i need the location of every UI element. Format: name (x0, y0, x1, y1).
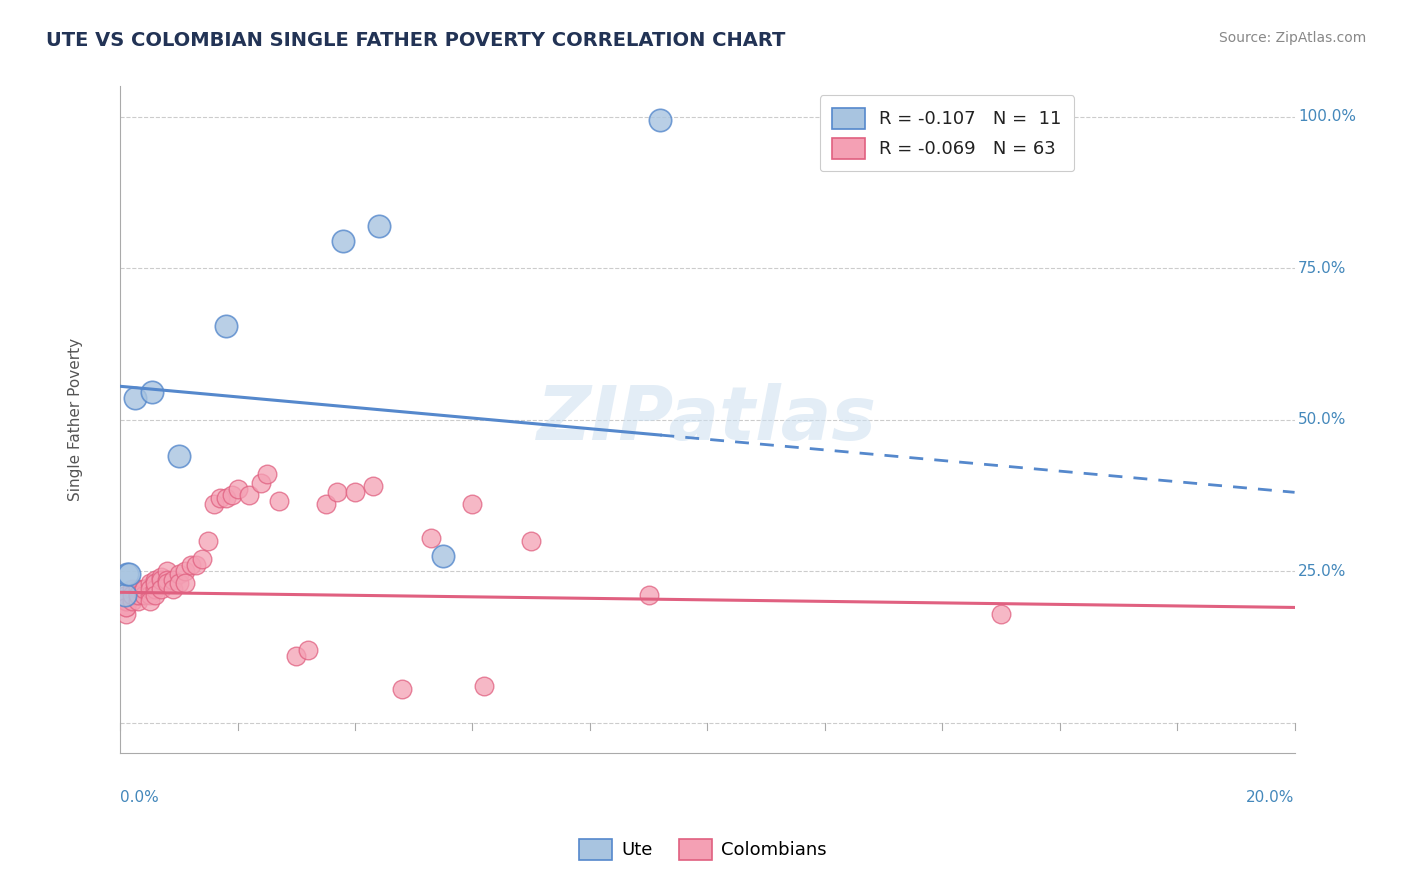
Text: 0.0%: 0.0% (120, 789, 159, 805)
Point (127, 582, 149, 597)
Text: ZIPatlas: ZIPatlas (537, 383, 877, 456)
Point (344, 485, 367, 500)
Point (197, 533, 219, 548)
Text: 25.0%: 25.0% (1298, 564, 1347, 579)
Legend: R = -0.107   N =  11, R = -0.069   N = 63: R = -0.107 N = 11, R = -0.069 N = 63 (820, 95, 1074, 171)
Point (361, 479, 384, 493)
Point (315, 498, 337, 512)
Point (215, 318, 238, 333)
Point (115, 594, 138, 608)
Point (127, 594, 149, 608)
Point (186, 558, 208, 572)
Point (124, 392, 146, 406)
Point (180, 558, 202, 572)
Point (650, 112, 672, 127)
Point (114, 588, 136, 602)
Text: Single Father Poverty: Single Father Poverty (67, 338, 83, 501)
Point (297, 643, 319, 657)
Point (520, 533, 543, 548)
Point (238, 488, 260, 502)
Point (391, 682, 413, 697)
Point (127, 588, 149, 602)
Point (115, 588, 138, 602)
Point (145, 588, 167, 602)
Point (256, 467, 278, 482)
Point (332, 234, 354, 248)
Text: UTE VS COLOMBIAN SINGLE FATHER POVERTY CORRELATION CHART: UTE VS COLOMBIAN SINGLE FATHER POVERTY C… (46, 31, 786, 50)
Point (191, 552, 214, 566)
Point (326, 485, 349, 500)
Point (121, 588, 143, 602)
Point (167, 576, 190, 591)
Point (115, 594, 138, 608)
Point (173, 564, 195, 578)
Point (138, 588, 160, 602)
Text: Source: ZipAtlas.com: Source: ZipAtlas.com (1219, 31, 1367, 45)
Legend: Ute, Colombians: Ute, Colombians (572, 831, 834, 867)
Point (208, 491, 231, 506)
Point (121, 594, 143, 608)
Point (132, 582, 155, 597)
Text: 50.0%: 50.0% (1298, 412, 1347, 427)
Point (115, 607, 138, 621)
Point (132, 588, 155, 602)
Point (226, 483, 249, 497)
Point (173, 576, 195, 591)
Point (150, 570, 173, 584)
Point (138, 576, 160, 591)
Point (267, 494, 290, 508)
Text: 20.0%: 20.0% (1246, 789, 1295, 805)
Point (150, 573, 173, 587)
Text: 100.0%: 100.0% (1298, 109, 1357, 124)
Point (156, 564, 179, 578)
Point (121, 582, 143, 597)
Point (167, 449, 190, 463)
Point (990, 607, 1012, 621)
Point (115, 594, 138, 608)
Point (118, 567, 141, 582)
Point (150, 582, 173, 597)
Point (127, 588, 149, 602)
Point (145, 573, 167, 587)
Point (156, 576, 179, 591)
Point (420, 531, 443, 545)
Point (637, 588, 659, 602)
Point (167, 567, 190, 582)
Point (115, 600, 138, 615)
Point (367, 219, 389, 233)
Point (132, 582, 155, 597)
Point (472, 679, 495, 693)
Point (115, 567, 138, 582)
Point (145, 576, 167, 591)
Point (432, 549, 454, 563)
Point (285, 648, 308, 663)
Point (138, 582, 160, 597)
Point (250, 476, 273, 491)
Text: 75.0%: 75.0% (1298, 260, 1347, 276)
Point (138, 594, 160, 608)
Point (156, 573, 179, 587)
Point (202, 498, 225, 512)
Point (461, 498, 484, 512)
Point (162, 573, 184, 587)
Point (215, 491, 238, 506)
Point (115, 600, 138, 615)
Point (141, 385, 163, 400)
Point (162, 582, 184, 597)
Point (145, 582, 167, 597)
Point (221, 488, 243, 502)
